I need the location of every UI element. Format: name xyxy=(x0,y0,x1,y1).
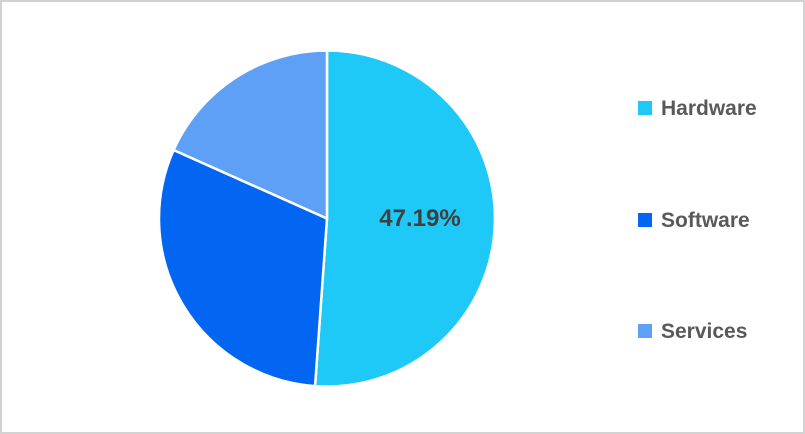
legend-item-software[interactable]: Software xyxy=(638,209,750,231)
legend-label: Services xyxy=(661,319,748,343)
legend-swatch-icon xyxy=(638,101,652,115)
pie-slice-services[interactable] xyxy=(172,49,329,220)
legend-item-services[interactable]: Services xyxy=(638,320,747,342)
legend-swatch-icon xyxy=(638,213,652,227)
legend-label: Hardware xyxy=(661,96,757,120)
pie-slice-hardware[interactable] xyxy=(313,49,497,388)
pie-slice-data-label: 47.19% xyxy=(379,205,461,232)
pie-slice-software[interactable] xyxy=(157,148,329,388)
legend-swatch-icon xyxy=(638,324,652,338)
legend-label: Software xyxy=(661,208,750,232)
legend-item-hardware[interactable]: Hardware xyxy=(638,97,757,119)
